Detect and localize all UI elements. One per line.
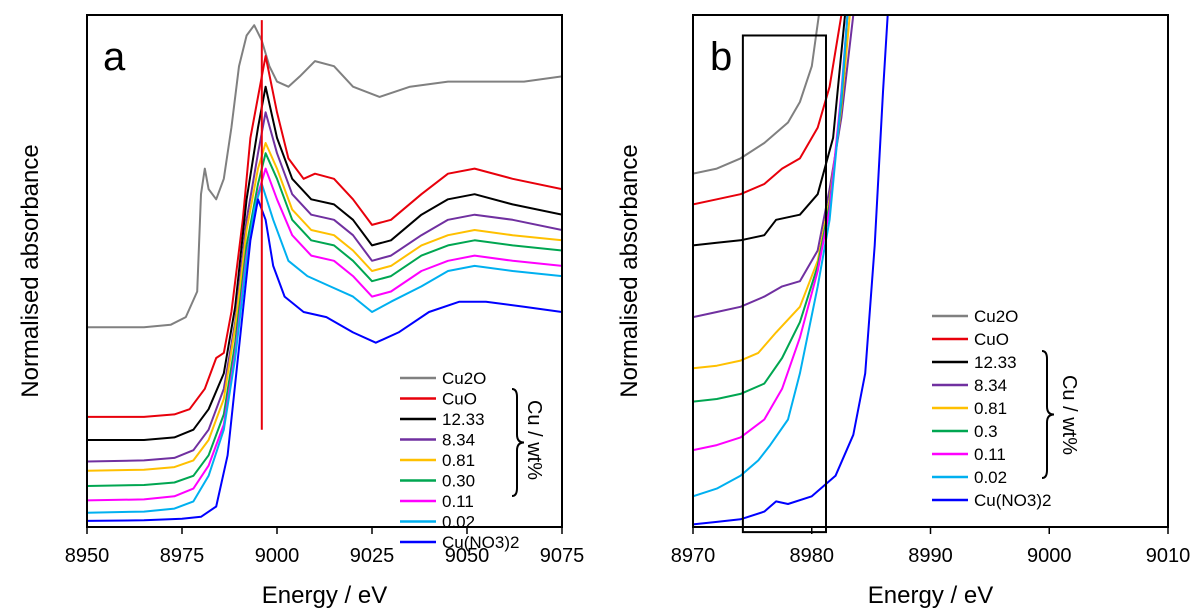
x-tick-label: 8990 xyxy=(908,545,953,567)
x-tick-label: 9075 xyxy=(540,545,585,567)
series-line-0-02 xyxy=(87,183,562,514)
x-tick-label: 9010 xyxy=(1146,545,1191,567)
x-tick-label: 9000 xyxy=(1027,545,1072,567)
legend-entry: 0.02 xyxy=(442,513,475,532)
legend-entry: 12.33 xyxy=(974,353,1017,372)
series-line-cu2o xyxy=(87,24,562,329)
panel-letter: b xyxy=(710,35,732,79)
series-line-0-11 xyxy=(87,167,562,502)
legend-entry: 0.11 xyxy=(442,492,474,511)
panel-a: 8950 8975 9000 9025 9050 9075 Energy / eV Norma… xyxy=(17,14,585,609)
y-axis-label: Normalised absorbance xyxy=(616,144,643,397)
plot-frame xyxy=(86,14,563,528)
series-line-0-30 xyxy=(87,152,562,487)
series-line-0-02 xyxy=(693,15,849,498)
legend-entry: 0.3 xyxy=(974,422,998,441)
x-axis-label: Energy / eV xyxy=(868,582,993,609)
legend-entry: 0.81 xyxy=(974,399,1007,418)
x-tick-label: 8970 xyxy=(671,545,716,567)
legend-entry: CuO xyxy=(442,390,477,409)
plot-frame xyxy=(692,14,1169,528)
highlight-box xyxy=(741,34,827,534)
legend: Cu2O CuO 12.33 8.34 0.81 0.3 0.11 0.02 Cu(NO3)2 xyxy=(932,307,1051,510)
group-label: Cu / wt% xyxy=(1058,375,1080,455)
legend-entry: CuO xyxy=(974,330,1009,349)
legend-entry: 0.30 xyxy=(442,472,475,491)
legend-entry: 0.81 xyxy=(442,451,475,470)
x-tick-label: 8975 xyxy=(160,545,205,567)
series-lines xyxy=(693,15,889,526)
series-line-cuo xyxy=(87,55,562,418)
legend-entry: 8.34 xyxy=(442,431,475,450)
series-line-0-81 xyxy=(87,142,562,472)
series-line-12-33 xyxy=(87,85,562,441)
x-tick-label: 8950 xyxy=(65,545,110,567)
group-brace xyxy=(511,388,525,497)
group-brace xyxy=(1041,350,1055,479)
panel-b: 8970 8980 8990 9000 9010 Energy / eV Normalise… xyxy=(616,14,1191,609)
x-tick-label: 9025 xyxy=(350,545,395,567)
legend-entry: Cu2O xyxy=(442,369,486,388)
legend-entry: 0.11 xyxy=(974,445,1006,464)
x-tick-label: 8980 xyxy=(790,545,835,567)
panel-letter: a xyxy=(103,35,126,79)
series-line-cu-no3-2 xyxy=(87,198,562,522)
x-tick-label: 9050 xyxy=(445,545,490,567)
legend-entry: Cu2O xyxy=(974,307,1018,326)
series-line-cu2o xyxy=(693,15,820,175)
series-line-0-11 xyxy=(693,15,849,452)
series-line-cu-no3-2 xyxy=(693,15,889,526)
group-label: Cu / wt% xyxy=(523,400,545,480)
x-tick-label: 9000 xyxy=(255,545,300,567)
legend-entry: 0.02 xyxy=(974,468,1007,487)
legend-entry: Cu(NO3)2 xyxy=(974,491,1051,510)
series-lines xyxy=(87,24,562,522)
legend-entry: 8.34 xyxy=(974,376,1007,395)
series-line-12-33 xyxy=(693,15,846,247)
series-line-8-34 xyxy=(87,111,562,463)
legend-entry: Cu(NO3)2 xyxy=(442,533,519,552)
x-axis-label: Energy / eV xyxy=(262,582,387,609)
y-axis-label: Normalised absorbance xyxy=(17,144,44,397)
legend-entry: 12.33 xyxy=(442,410,485,429)
